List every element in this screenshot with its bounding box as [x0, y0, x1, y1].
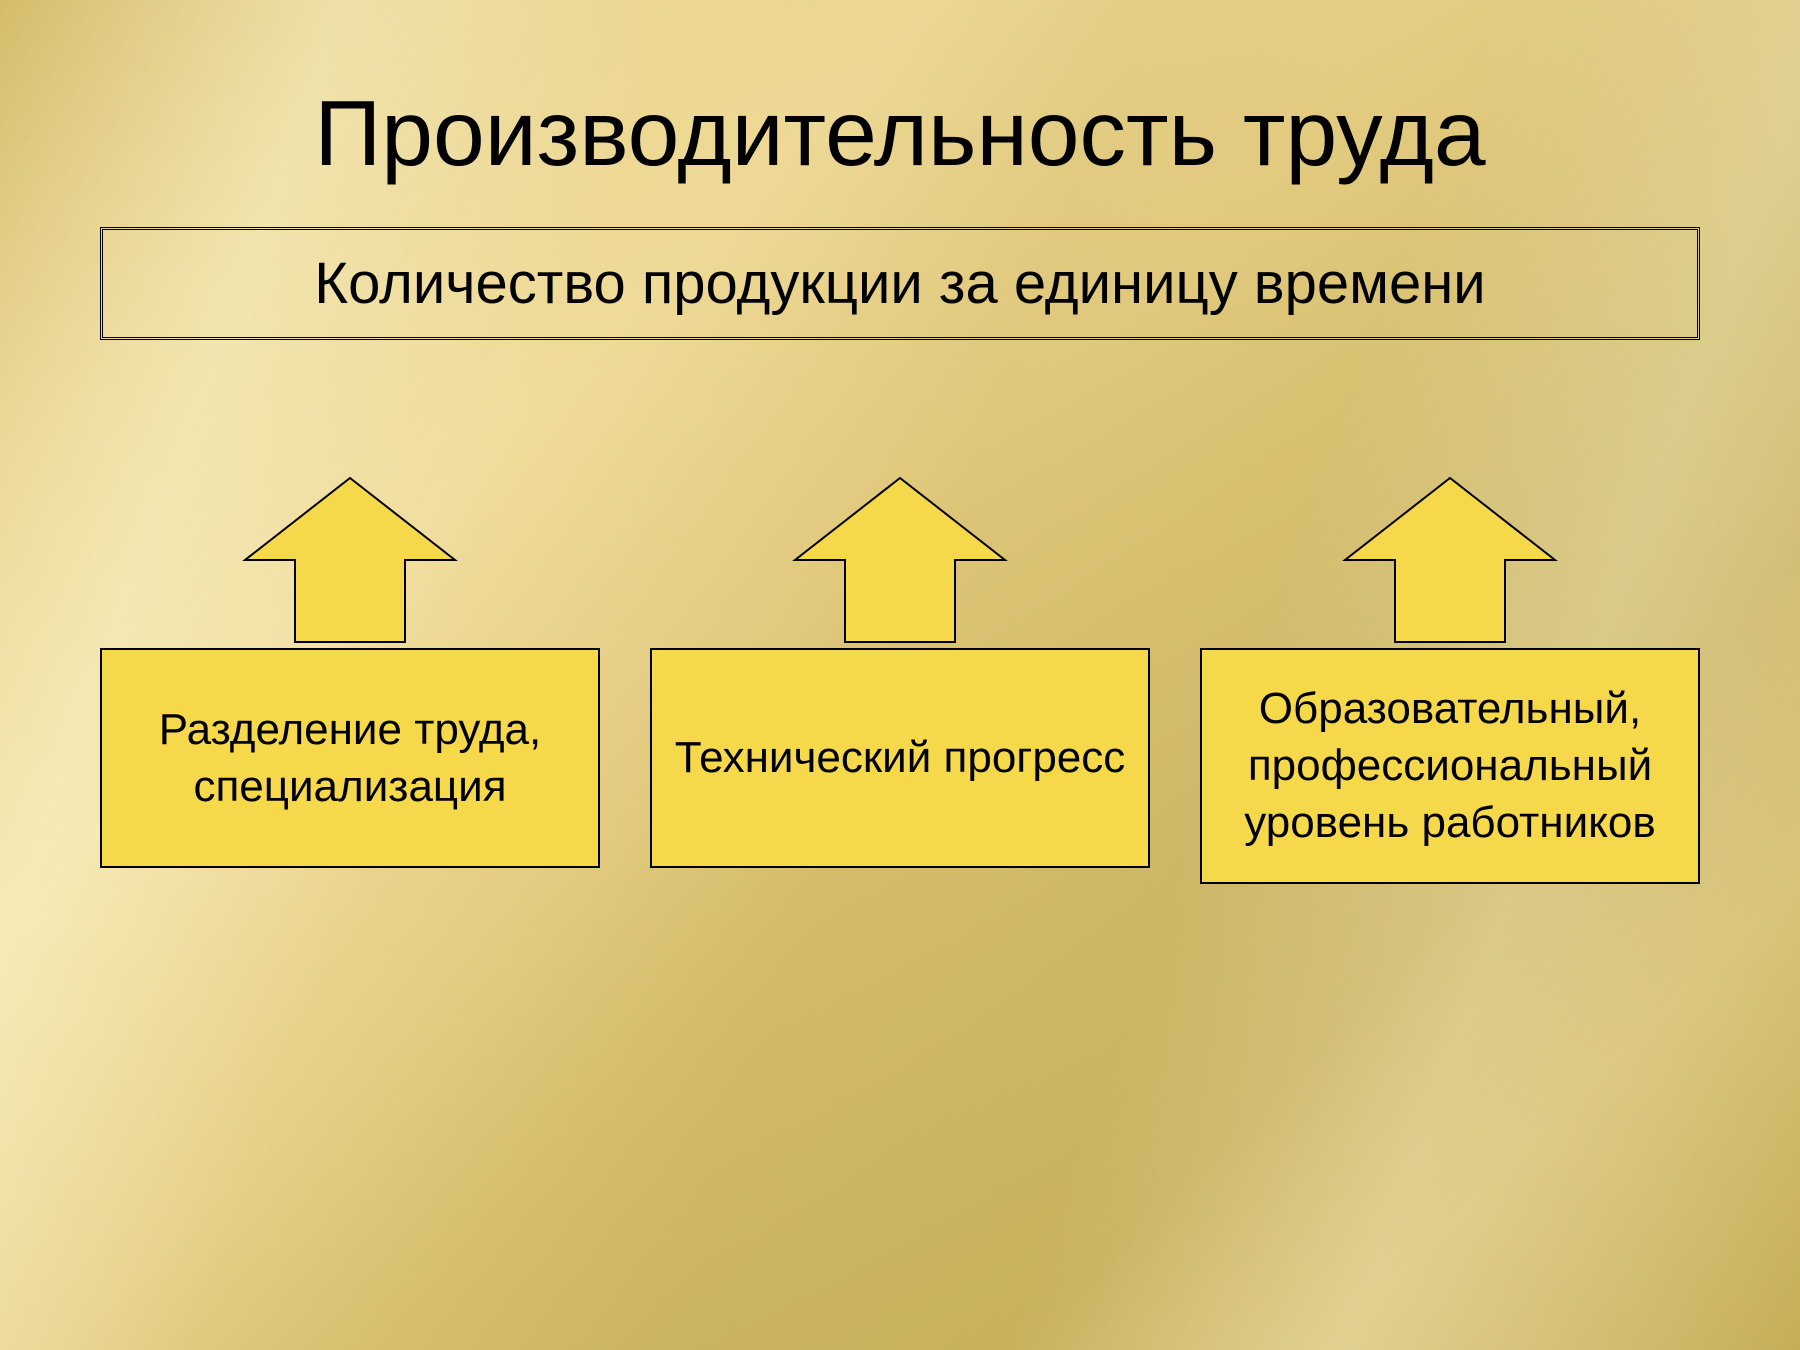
factor-label: Образовательный, профессиональный уровен…: [1222, 680, 1678, 852]
up-arrow-icon: [1330, 470, 1570, 650]
factor-box: Образовательный, профессиональный уровен…: [1200, 648, 1700, 884]
definition-text: Количество продукции за единицу времени: [133, 250, 1667, 317]
factor-label: Разделение труда, специализация: [122, 701, 578, 815]
up-arrow-icon: [780, 470, 1020, 650]
up-arrow-icon: [230, 470, 470, 650]
factor-item: Технический прогресс: [650, 470, 1150, 884]
factor-item: Образовательный, профессиональный уровен…: [1200, 470, 1700, 884]
factors-row: Разделение труда, специализация Техничес…: [90, 470, 1710, 884]
factor-box: Технический прогресс: [650, 648, 1150, 868]
slide-title: Производительность труда: [90, 80, 1710, 187]
definition-box: Количество продукции за единицу времени: [100, 227, 1700, 340]
factor-label: Технический прогресс: [675, 729, 1126, 786]
slide-content: Производительность труда Количество прод…: [0, 0, 1800, 964]
factor-item: Разделение труда, специализация: [100, 470, 600, 884]
factor-box: Разделение труда, специализация: [100, 648, 600, 868]
